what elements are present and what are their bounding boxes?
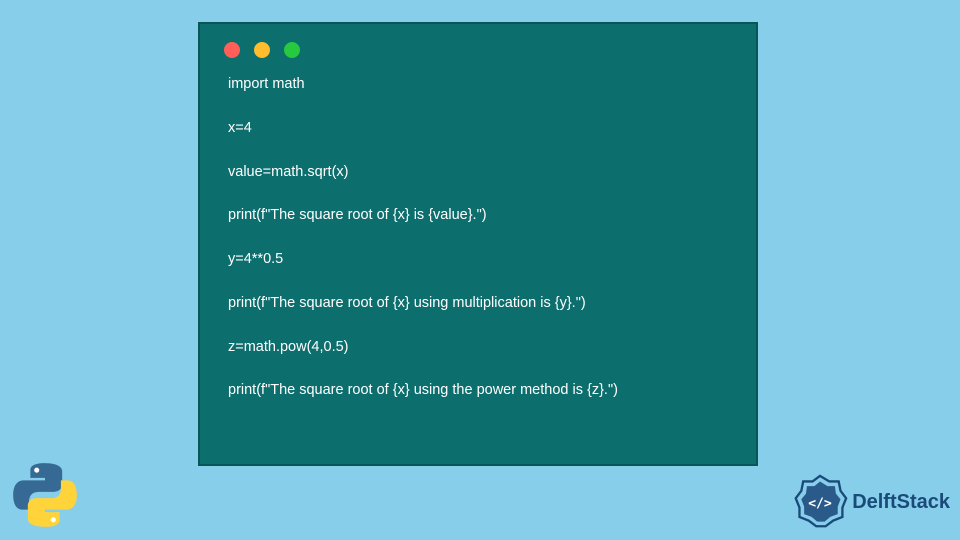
code-line: print(f"The square root of {x} using mul…: [228, 293, 728, 315]
code-line: print(f"The square root of {x} is {value…: [228, 205, 728, 227]
code-line: print(f"The square root of {x} using the…: [228, 380, 728, 402]
code-line: value=math.sqrt(x): [228, 162, 728, 184]
python-logo-icon: [10, 460, 80, 530]
delftstack-text: DelftStack: [852, 491, 950, 514]
traffic-lights: [200, 24, 756, 66]
svg-text:</>: </>: [808, 497, 832, 512]
code-line: import math: [228, 74, 728, 96]
maximize-icon: [284, 42, 300, 58]
close-icon: [224, 42, 240, 58]
minimize-icon: [254, 42, 270, 58]
delftstack-logo: </> DelftStack: [792, 474, 950, 530]
delftstack-icon: </>: [792, 474, 848, 530]
code-line: y=4**0.5: [228, 249, 728, 271]
code-line: x=4: [228, 118, 728, 140]
code-content: import math x=4 value=math.sqrt(x) print…: [200, 66, 756, 422]
code-line: z=math.pow(4,0.5): [228, 337, 728, 359]
code-window: import math x=4 value=math.sqrt(x) print…: [198, 22, 758, 466]
